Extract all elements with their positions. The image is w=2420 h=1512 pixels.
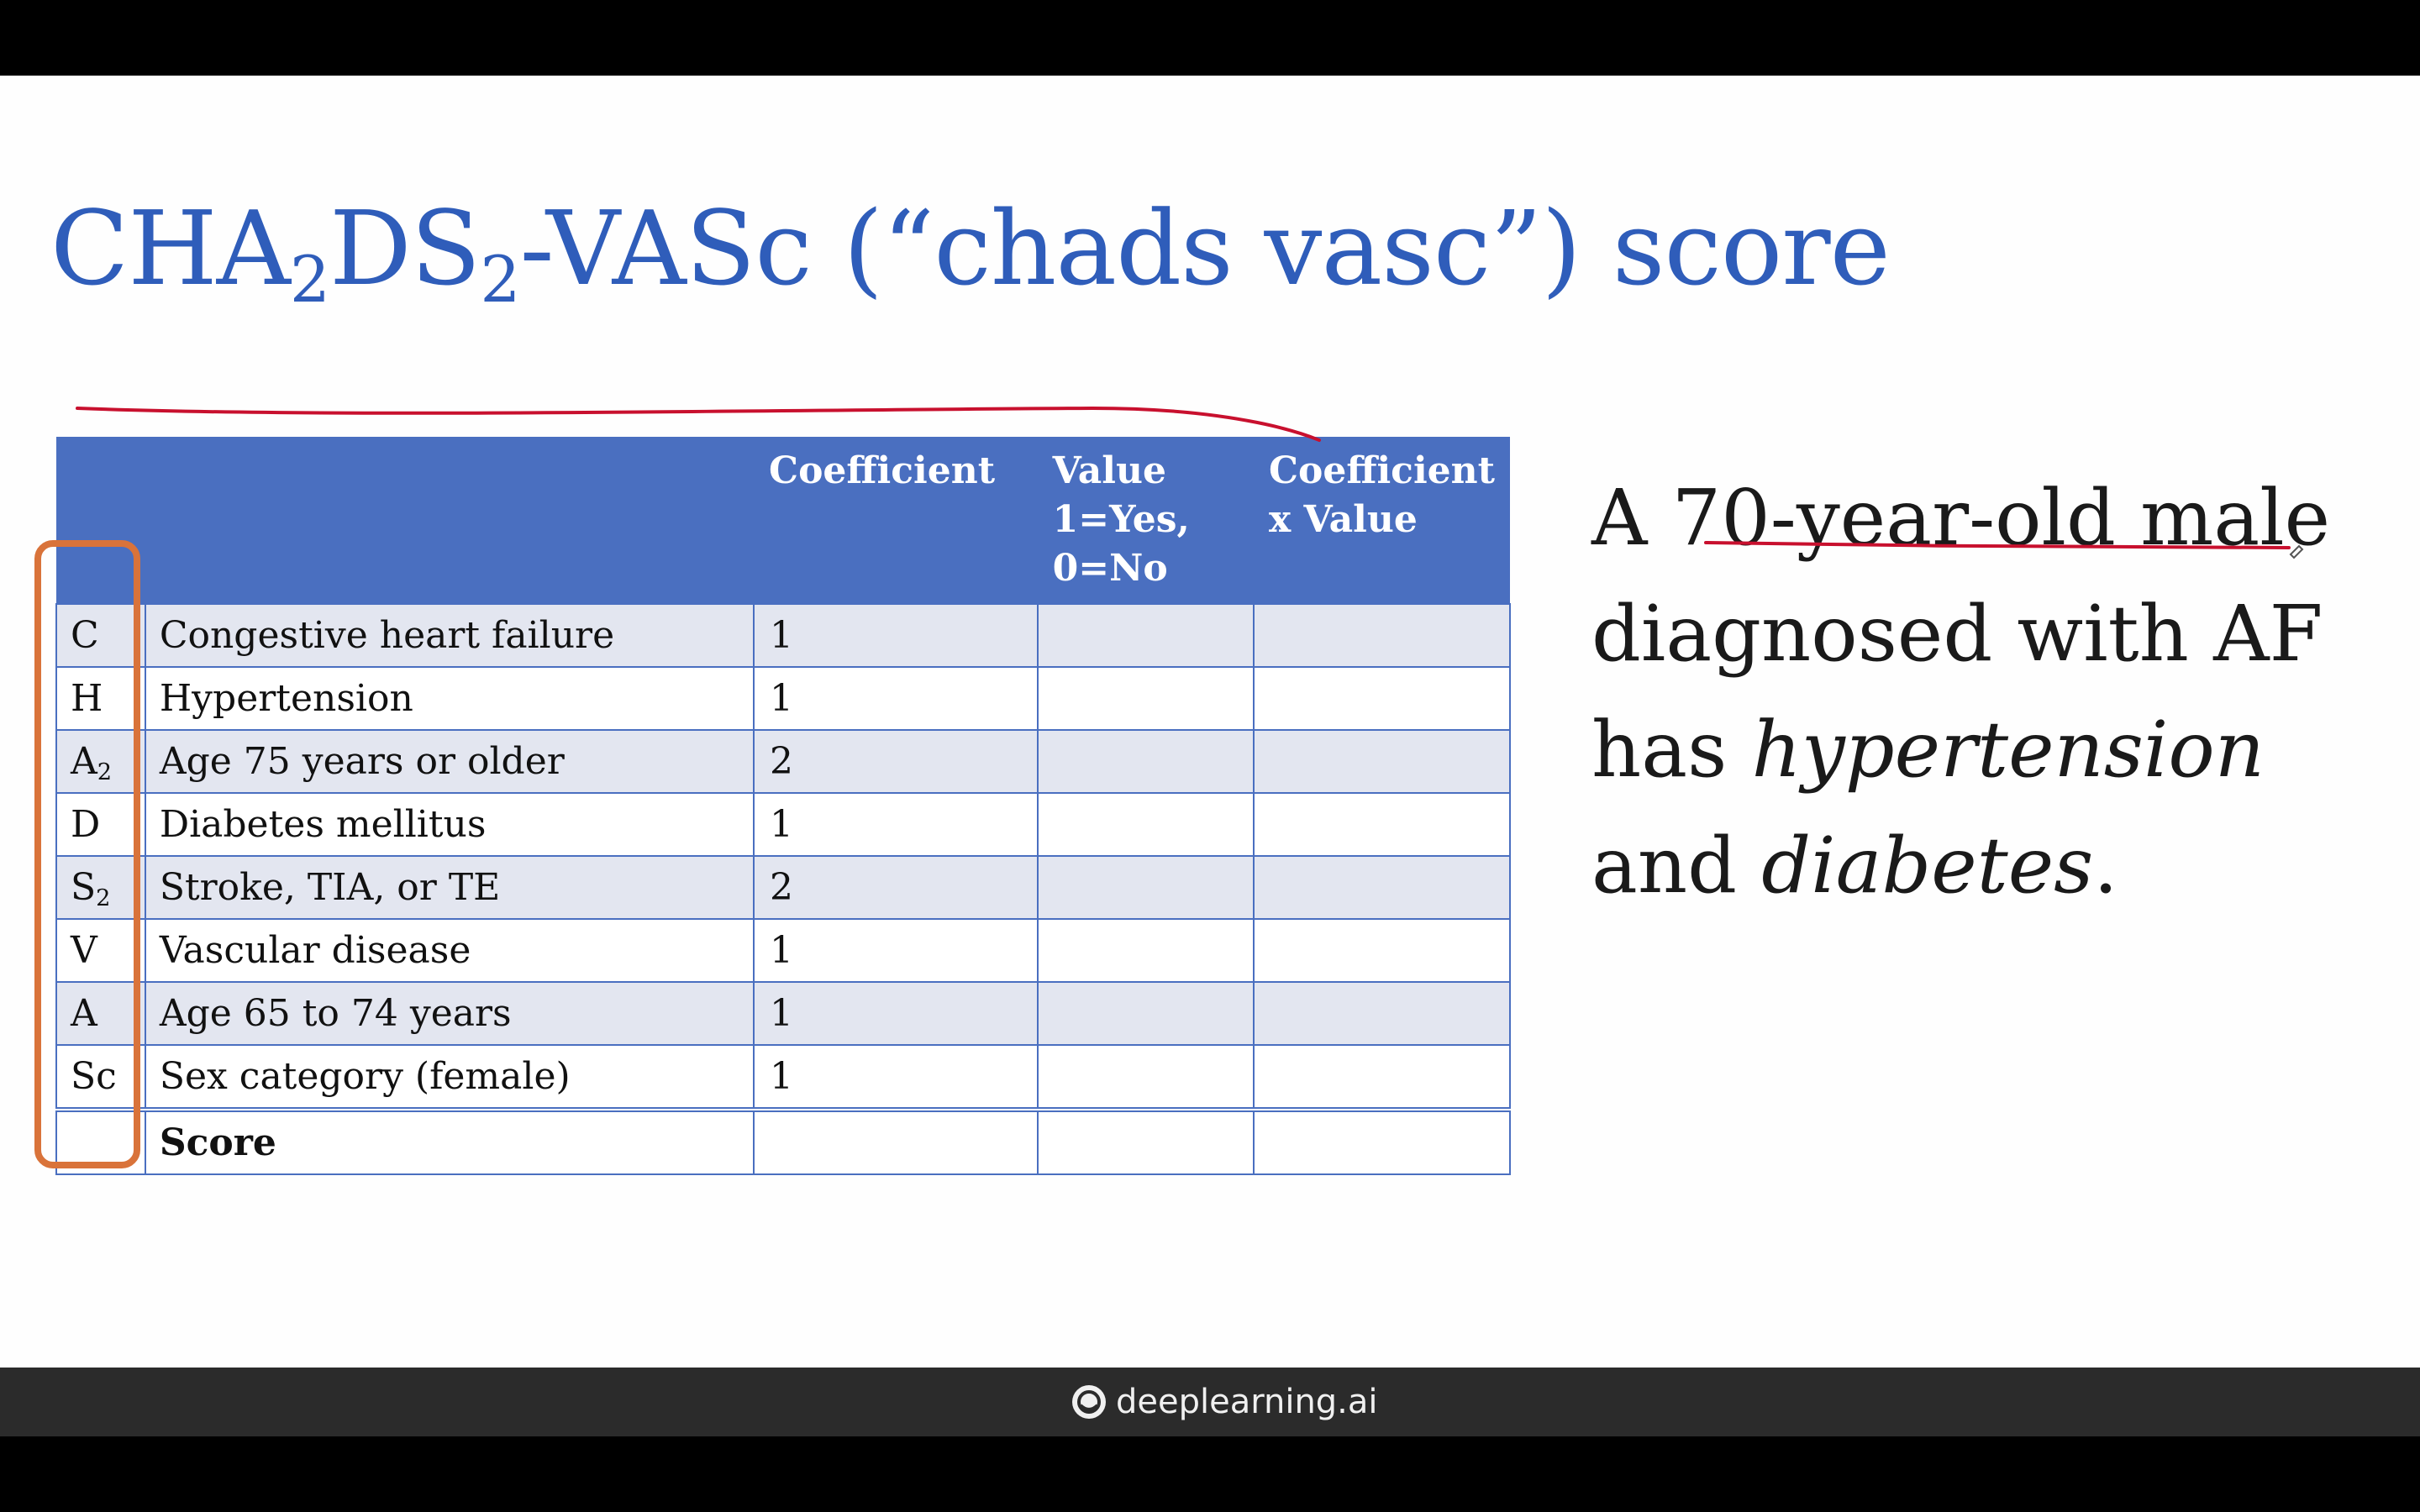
row-letter: V: [55, 918, 146, 982]
row-value: [1037, 792, 1255, 856]
row-letter: D: [55, 792, 146, 856]
row-product: [1253, 792, 1512, 856]
case-line-2: diagnosed with AF: [1591, 589, 2323, 679]
row-letter: S2: [55, 855, 146, 919]
score-cell: [1253, 1107, 1512, 1175]
header-letter: [56, 437, 145, 604]
header-product-text: Coefficient x Value: [1268, 449, 1495, 541]
row-description: Congestive heart failure: [144, 603, 755, 667]
row-letter: Sc: [55, 1044, 146, 1110]
table-body: C Congestive heart failure 1 H Hypertension 1…: [55, 603, 1512, 1175]
row-letter-text: A: [71, 740, 97, 783]
score-label: Score: [144, 1107, 755, 1175]
row-coefficient: 2: [754, 729, 1039, 793]
header-value-text: Value 1=Yes, 0=No: [1052, 449, 1190, 590]
title-part-2: DS: [329, 189, 481, 308]
row-value: [1037, 855, 1255, 919]
brand: deeplearning.ai: [1071, 1381, 1378, 1423]
row-letter: C: [55, 603, 146, 667]
row-value: [1037, 918, 1255, 982]
table-row: S2 Stroke, TIA, or TE 2: [55, 855, 1512, 919]
row-letter-text: H: [71, 677, 103, 720]
row-value: [1037, 729, 1255, 793]
title-sub-1: 2: [289, 243, 330, 318]
case-diabetes: diabetes: [1761, 821, 2094, 911]
case-line-4-suffix: .: [2093, 821, 2118, 911]
case-description: A 70-year-old male diagnosed with AF has…: [1591, 460, 2381, 924]
slide-title: CHA2DS2-VASc (“chads vasc”) score: [50, 197, 1891, 312]
table-row: V Vascular disease 1: [55, 918, 1512, 982]
header-product: Coefficient x Value: [1253, 437, 1510, 604]
table-row: D Diabetes mellitus 1: [55, 792, 1512, 856]
table-row: C Congestive heart failure 1: [55, 603, 1512, 667]
row-letter: A: [55, 981, 146, 1045]
row-coefficient: 1: [754, 981, 1039, 1045]
table-row: A Age 65 to 74 years 1: [55, 981, 1512, 1045]
case-hypertension: hypertension: [1751, 705, 2265, 795]
row-letter-subscript: 2: [96, 885, 111, 911]
score-row: Score: [55, 1107, 1512, 1175]
title-part-3: -VASc (“chads vasc”) score: [519, 189, 1891, 308]
title-part-1: CHA: [50, 189, 291, 308]
row-value: [1037, 603, 1255, 667]
row-product: [1253, 603, 1512, 667]
row-coefficient: 1: [754, 792, 1039, 856]
video-footer-bar: deeplearning.ai: [0, 1368, 2420, 1436]
row-value: [1037, 666, 1255, 730]
row-letter-text: V: [71, 929, 97, 972]
brand-name: deeplearning.ai: [1116, 1383, 1378, 1421]
row-product: [1253, 981, 1512, 1045]
row-description: Sex category (female): [144, 1044, 755, 1110]
row-value: [1037, 981, 1255, 1045]
table-row: Sc Sex category (female) 1: [55, 1044, 1512, 1110]
row-coefficient: 1: [754, 666, 1039, 730]
row-product: [1253, 666, 1512, 730]
row-product: [1253, 918, 1512, 982]
header-coefficient: Coefficient: [754, 437, 1038, 604]
row-description: Vascular disease: [144, 918, 755, 982]
title-sub-2: 2: [480, 243, 520, 318]
case-line-3: has hypertension: [1591, 692, 2381, 808]
header-description: [145, 437, 755, 604]
score-cell: [1037, 1107, 1255, 1175]
deeplearning-logo-icon: [1072, 1385, 1106, 1419]
row-description: Stroke, TIA, or TE: [144, 855, 755, 919]
case-line-4-prefix: and: [1591, 821, 1762, 911]
row-letter-text: Sc: [71, 1055, 117, 1098]
case-line-3-prefix: has: [1591, 705, 1752, 795]
case-line-1: A 70-year-old male: [1591, 473, 2331, 563]
table-row: H Hypertension 1: [55, 666, 1512, 730]
score-cell: [754, 1107, 1039, 1175]
row-product: [1253, 855, 1512, 919]
row-letter-text: S: [71, 866, 97, 909]
row-description: Diabetes mellitus: [144, 792, 755, 856]
header-value: Value 1=Yes, 0=No: [1037, 437, 1254, 604]
row-coefficient: 1: [754, 1044, 1039, 1110]
score-letter-cell: [55, 1107, 146, 1175]
row-letter-text: C: [71, 614, 99, 657]
row-coefficient: 1: [754, 603, 1039, 667]
chadsvasc-table: Coefficient Value 1=Yes, 0=No Coefficien…: [55, 437, 1512, 1175]
row-letter-subscript: 2: [97, 759, 113, 785]
row-description: Age 75 years or older: [144, 729, 755, 793]
row-product: [1253, 729, 1512, 793]
row-value: [1037, 1044, 1255, 1110]
row-letter-text: D: [71, 803, 101, 846]
case-line-4: and diabetes.: [1591, 808, 2381, 924]
row-letter: H: [55, 666, 146, 730]
row-coefficient: 2: [754, 855, 1039, 919]
row-description: Hypertension: [144, 666, 755, 730]
table-row: A2 Age 75 years or older 2: [55, 729, 1512, 793]
row-letter-text: A: [71, 992, 97, 1035]
row-description: Age 65 to 74 years: [144, 981, 755, 1045]
row-product: [1253, 1044, 1512, 1110]
table-header-row: Coefficient Value 1=Yes, 0=No Coefficien…: [56, 437, 1510, 604]
row-coefficient: 1: [754, 918, 1039, 982]
row-letter: A2: [55, 729, 146, 793]
